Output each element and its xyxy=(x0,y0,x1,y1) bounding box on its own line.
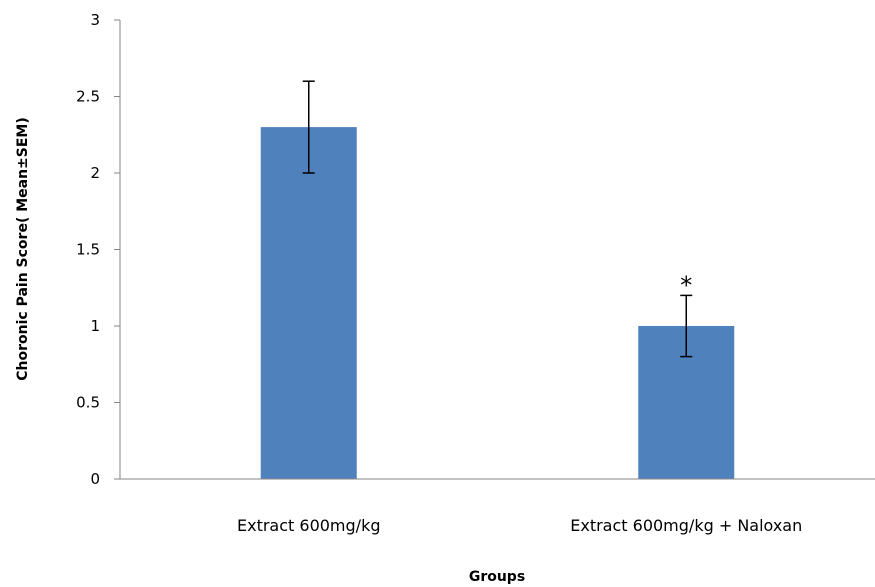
error-bar xyxy=(680,294,693,358)
error-bars xyxy=(302,80,693,358)
bars xyxy=(260,127,735,479)
x-axis-title: Groups xyxy=(469,569,525,585)
y-tick-label: 0 xyxy=(90,470,100,488)
y-tick-label: 3 xyxy=(90,11,100,29)
y-tick-label: 1 xyxy=(90,317,100,335)
significance-asterisk: * xyxy=(680,271,692,299)
annotations: * xyxy=(680,271,692,299)
x-axis-category-labels: Extract 600mg/kg Extract 600mg/kg + Nalox… xyxy=(237,516,802,535)
y-axis-title: Choronic Pain Score( Mean±SEM) xyxy=(15,117,31,381)
y-tick-label: 1.5 xyxy=(76,241,100,259)
error-bar xyxy=(302,80,315,174)
y-tick-label: 2.5 xyxy=(76,88,100,106)
bar xyxy=(260,127,357,479)
y-tick-label: 0.5 xyxy=(76,394,100,412)
x-category-label: Extract 600mg/kg + Naloxan xyxy=(570,516,802,535)
x-category-label: Extract 600mg/kg xyxy=(237,516,380,535)
y-tick-label: 2 xyxy=(90,164,100,182)
y-axis-ticks: 0 0.5 1 1.5 2 2.5 3 xyxy=(76,11,120,488)
